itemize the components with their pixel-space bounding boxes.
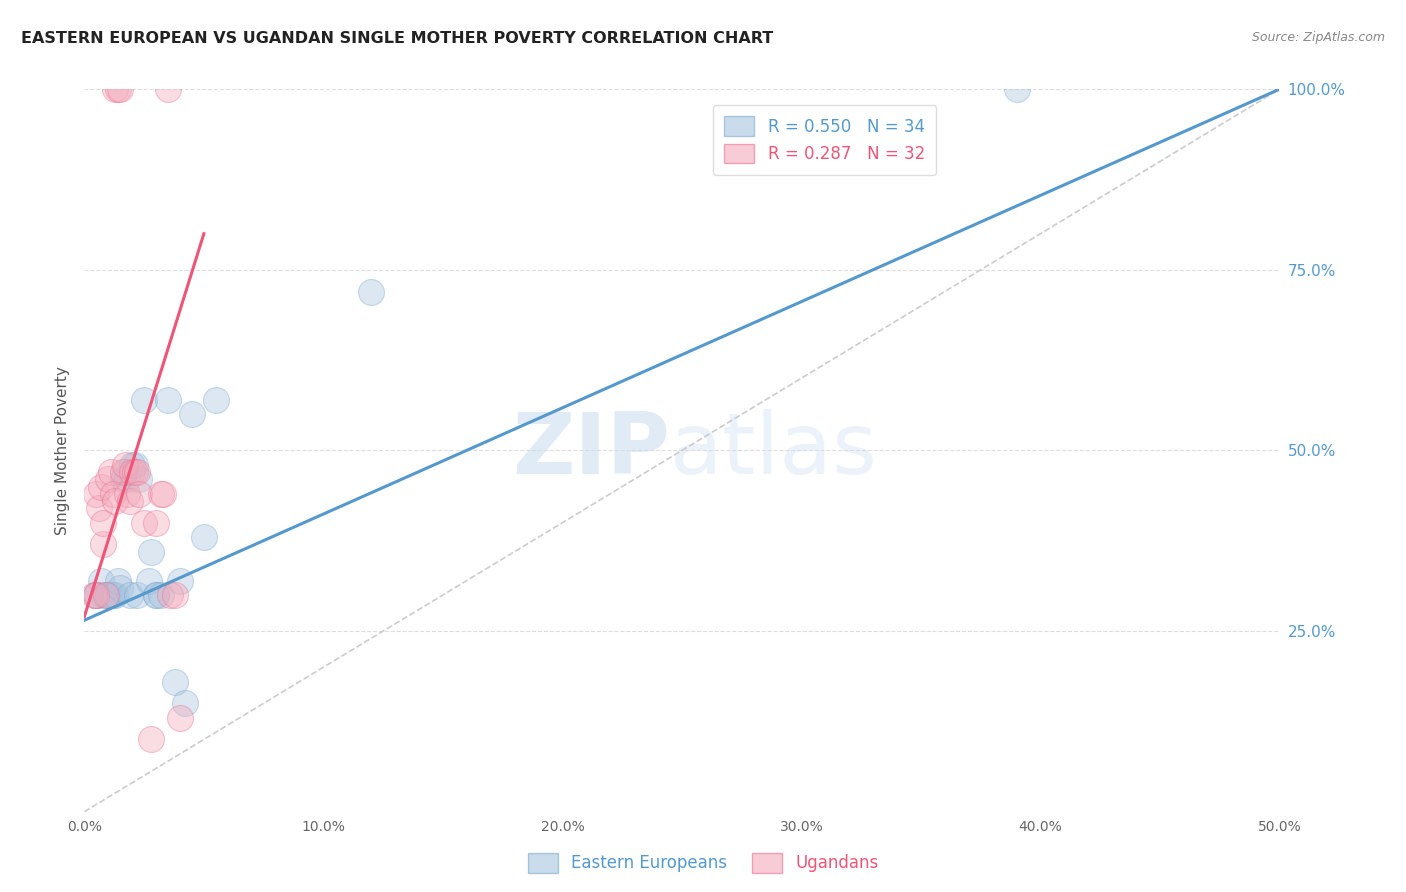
Point [86, 487, 108, 501]
Y-axis label: Single Mother Poverty: Single Mother Poverty [55, 366, 70, 535]
Point [104, 588, 127, 602]
Point [83, 588, 105, 602]
Point [101, 588, 124, 602]
Point [93, 588, 115, 602]
Point [118, 494, 141, 508]
Point [125, 588, 148, 602]
Text: atlas: atlas [671, 409, 877, 492]
Point [100, 588, 122, 602]
Point [90, 574, 112, 588]
Point [149, 588, 172, 602]
Point [101, 487, 124, 501]
Point [107, 82, 129, 96]
Point [152, 487, 174, 501]
Point [138, 574, 160, 588]
Point [149, 487, 172, 501]
Point [173, 696, 195, 710]
Point [145, 588, 167, 602]
Point [121, 465, 143, 479]
Point [117, 487, 139, 501]
Point [125, 465, 148, 479]
Point [111, 472, 134, 486]
Point [114, 458, 136, 472]
Point [145, 588, 167, 602]
Point [86, 588, 108, 602]
Point [360, 285, 382, 299]
Point [97, 588, 120, 602]
Point [93, 537, 115, 551]
Point [86, 588, 108, 602]
Point [169, 574, 191, 588]
Point [141, 544, 163, 558]
Point [97, 472, 120, 486]
Point [97, 588, 120, 602]
Point [132, 516, 156, 530]
Text: Source: ZipAtlas.com: Source: ZipAtlas.com [1251, 31, 1385, 45]
Point [159, 588, 181, 602]
Point [110, 82, 132, 96]
Point [132, 392, 156, 407]
Point [1005, 82, 1028, 96]
Point [86, 588, 108, 602]
Point [90, 480, 112, 494]
Point [124, 458, 146, 472]
Legend: Eastern Europeans, Ugandans: Eastern Europeans, Ugandans [520, 847, 886, 880]
Point [128, 472, 150, 486]
Point [169, 711, 191, 725]
Point [93, 516, 115, 530]
Point [124, 465, 146, 479]
Point [141, 732, 163, 747]
Point [87, 501, 110, 516]
Point [193, 530, 215, 544]
Point [100, 465, 122, 479]
Point [181, 407, 204, 421]
Legend: R = 0.550   N = 34, R = 0.287   N = 32: R = 0.550 N = 34, R = 0.287 N = 32 [713, 104, 936, 175]
Point [128, 487, 150, 501]
Point [145, 516, 167, 530]
Point [104, 82, 127, 96]
Point [157, 392, 180, 407]
Point [157, 82, 180, 96]
Text: EASTERN EUROPEAN VS UGANDAN SINGLE MOTHER POVERTY CORRELATION CHART: EASTERN EUROPEAN VS UGANDAN SINGLE MOTHE… [21, 31, 773, 46]
Point [110, 581, 132, 595]
Point [94, 588, 117, 602]
Point [107, 574, 129, 588]
Point [205, 392, 228, 407]
Point [118, 588, 141, 602]
Point [121, 458, 143, 472]
Point [165, 588, 187, 602]
Point [165, 674, 187, 689]
Point [104, 494, 127, 508]
Point [114, 465, 136, 479]
Point [111, 465, 134, 479]
Point [117, 472, 139, 486]
Text: ZIP: ZIP [512, 409, 671, 492]
